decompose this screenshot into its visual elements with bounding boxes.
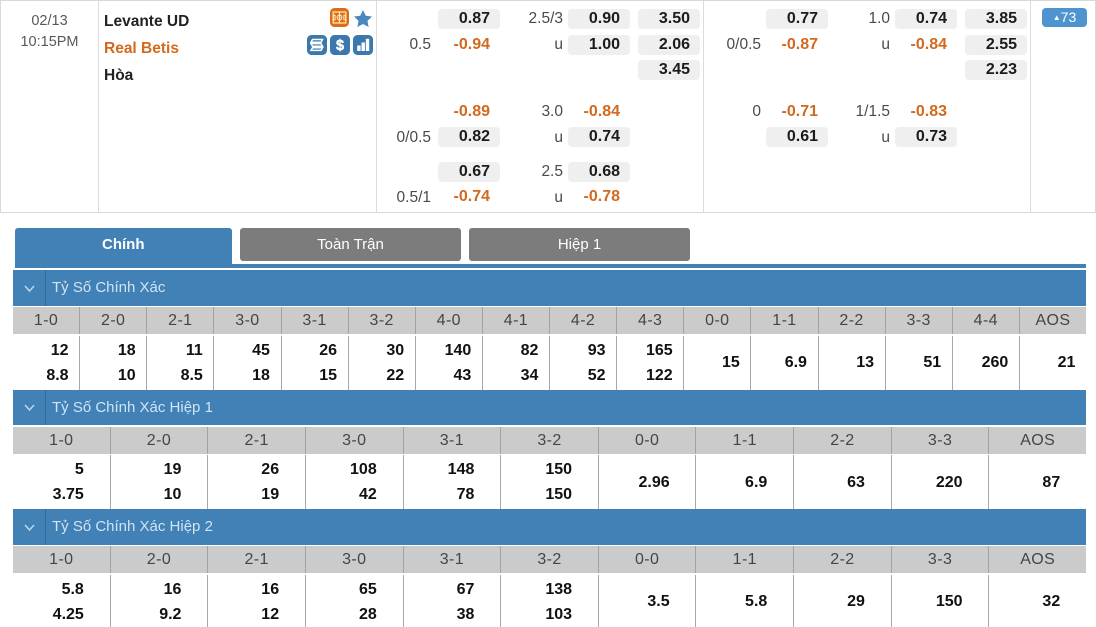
svg-text:$: $	[336, 38, 344, 54]
